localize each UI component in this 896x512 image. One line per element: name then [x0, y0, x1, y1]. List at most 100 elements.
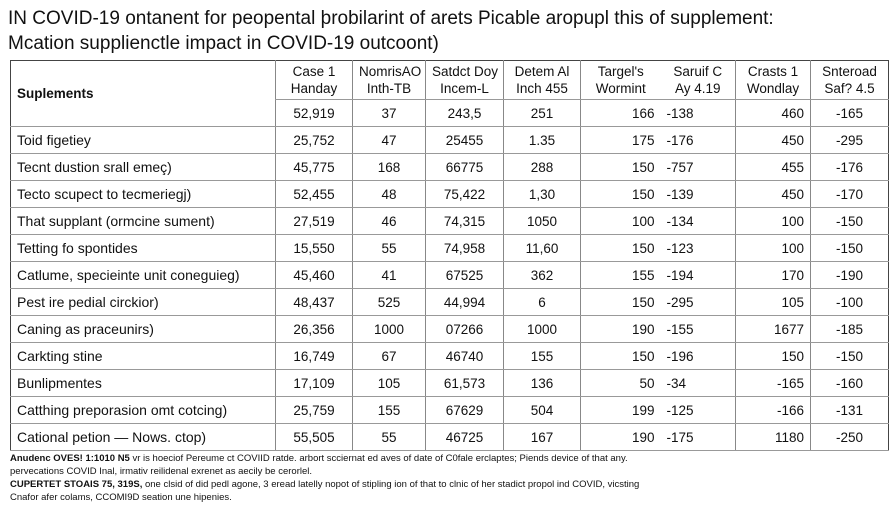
cell: 100: [735, 207, 811, 235]
column-header-line: Satdct Doy: [432, 64, 499, 79]
cell: 46725: [425, 423, 504, 451]
cell: 251: [503, 99, 581, 127]
cell: 155: [352, 396, 426, 424]
cell: 52,455: [275, 180, 353, 208]
title: IN COVID-19 ontanent for peopental þrobi…: [8, 8, 774, 29]
cell: 74,958: [425, 234, 504, 262]
row-label: Tecto scupect to tecmeriegj): [10, 180, 276, 208]
cell: -131: [810, 396, 889, 424]
cell: -165: [810, 99, 889, 127]
cell: -150: [810, 234, 889, 262]
cell: 362: [503, 261, 581, 289]
cell: 48,437: [275, 288, 353, 316]
row-label: Carkting stine: [10, 342, 276, 370]
cell: 55: [352, 234, 426, 262]
cell: 243,5: [425, 99, 504, 127]
cell: 1677: [735, 315, 811, 343]
row-label: Catlume, specieinte unit coneguieg): [10, 261, 276, 289]
cell: -138: [660, 99, 736, 127]
cell: 170: [735, 261, 811, 289]
column-header-line: Incem-L: [440, 81, 489, 96]
cell: 27,519: [275, 207, 353, 235]
cell: 100: [580, 207, 661, 235]
cell: 450: [735, 180, 811, 208]
table-row: Tetting fo spontides 15,550 55 74,958 11,60 1…: [10, 234, 889, 262]
cell: 105: [352, 369, 426, 397]
cell: 155: [580, 261, 661, 289]
table-row: Tecnt dustion srall emeç) 45,775 168 66775 2…: [10, 153, 889, 181]
cell: 1.35: [503, 126, 581, 154]
column-header: Targel's Wormint: [580, 60, 661, 100]
column-header-line: Inth-TB: [366, 81, 412, 96]
column-header: Saruif C Ay 4.19: [660, 60, 736, 100]
column-header-line: Wondlay: [746, 81, 800, 96]
column-header: Snteroad Saf? 4.5: [810, 60, 889, 100]
cell: 75,422: [425, 180, 504, 208]
cell: -176: [810, 153, 889, 181]
cell: 17,109: [275, 369, 353, 397]
cell: 16,749: [275, 342, 353, 370]
cell: -160: [810, 369, 889, 397]
cell: 26,356: [275, 315, 353, 343]
row-label: Cational petion — Nows. ctop): [10, 423, 276, 451]
cell: 15,550: [275, 234, 353, 262]
cell: 150: [580, 234, 661, 262]
column-header-line: Detem Al: [514, 64, 570, 79]
cell: 25,752: [275, 126, 353, 154]
cell: 48: [352, 180, 426, 208]
row-label: Pest ire pedial circkior): [10, 288, 276, 316]
cell: -155: [660, 315, 736, 343]
footnote-text: pervecations COVID Inal, irmativ reilide…: [10, 466, 313, 477]
cell: -185: [810, 315, 889, 343]
cell: 6: [503, 288, 581, 316]
cell: -295: [810, 126, 889, 154]
cell: 52,919: [275, 99, 353, 127]
cell: -295: [660, 288, 736, 316]
row-label: Toid figetiey: [10, 126, 276, 154]
cell: 61,573: [425, 369, 504, 397]
row-header: Suplements: [10, 60, 276, 127]
cell: -757: [660, 153, 736, 181]
footnote: pervecations COVID Inal, irmativ reilide…: [10, 465, 639, 478]
cell: 46: [352, 207, 426, 235]
cell: -34: [660, 369, 736, 397]
cell: 150: [580, 288, 661, 316]
cell: 190: [580, 315, 661, 343]
cell: 150: [580, 180, 661, 208]
cell: -176: [660, 126, 736, 154]
row-label: Tetting fo spontides: [10, 234, 276, 262]
cell: 25,759: [275, 396, 353, 424]
cell: 74,315: [425, 207, 504, 235]
column-header-line: NomrisAO: [359, 64, 422, 79]
cell: 460: [735, 99, 811, 127]
cell: 55: [352, 423, 426, 451]
cell: -123: [660, 234, 736, 262]
cell: 1000: [352, 315, 426, 343]
table-row: Catlume, specieinte unit coneguieg) 45,46…: [10, 261, 889, 289]
footnote: Anudenc OVES! 1:1010 N5 vr is hoeciof Pe…: [10, 452, 639, 465]
cell: 288: [503, 153, 581, 181]
cell: 1,30: [503, 180, 581, 208]
cell: 66775: [425, 153, 504, 181]
column-header-line: Handay: [290, 81, 338, 96]
cell: -196: [660, 342, 736, 370]
cell: 150: [580, 342, 661, 370]
table-row: Carkting stine 16,749 67 46740 155 150 -196 150…: [10, 342, 889, 370]
cell: 166: [580, 99, 661, 127]
cell: -165: [735, 369, 811, 397]
cell: 105: [735, 288, 811, 316]
cell: 45,460: [275, 261, 353, 289]
cell: 190: [580, 423, 661, 451]
cell: 168: [352, 153, 426, 181]
cell: 50: [580, 369, 661, 397]
footnote-text: one clsid of did pedl agone, 3 eread lat…: [144, 479, 640, 490]
cell: 450: [735, 126, 811, 154]
footnotes: Anudenc OVES! 1:1010 N5 vr is hoeciof Pe…: [10, 452, 639, 504]
column-header-line: Targel's: [597, 64, 644, 79]
column-header: Case 1 Handay: [275, 60, 353, 100]
subtitle: Mcation supplienctle impact in COVID-19 …: [8, 33, 439, 54]
footnote: CUPERTET STOAIS 75, 319S, one clsid of d…: [10, 478, 639, 491]
cell: 150: [735, 342, 811, 370]
table-row: Catthing preporasion omt cotcing) 25,759 1…: [10, 396, 889, 424]
